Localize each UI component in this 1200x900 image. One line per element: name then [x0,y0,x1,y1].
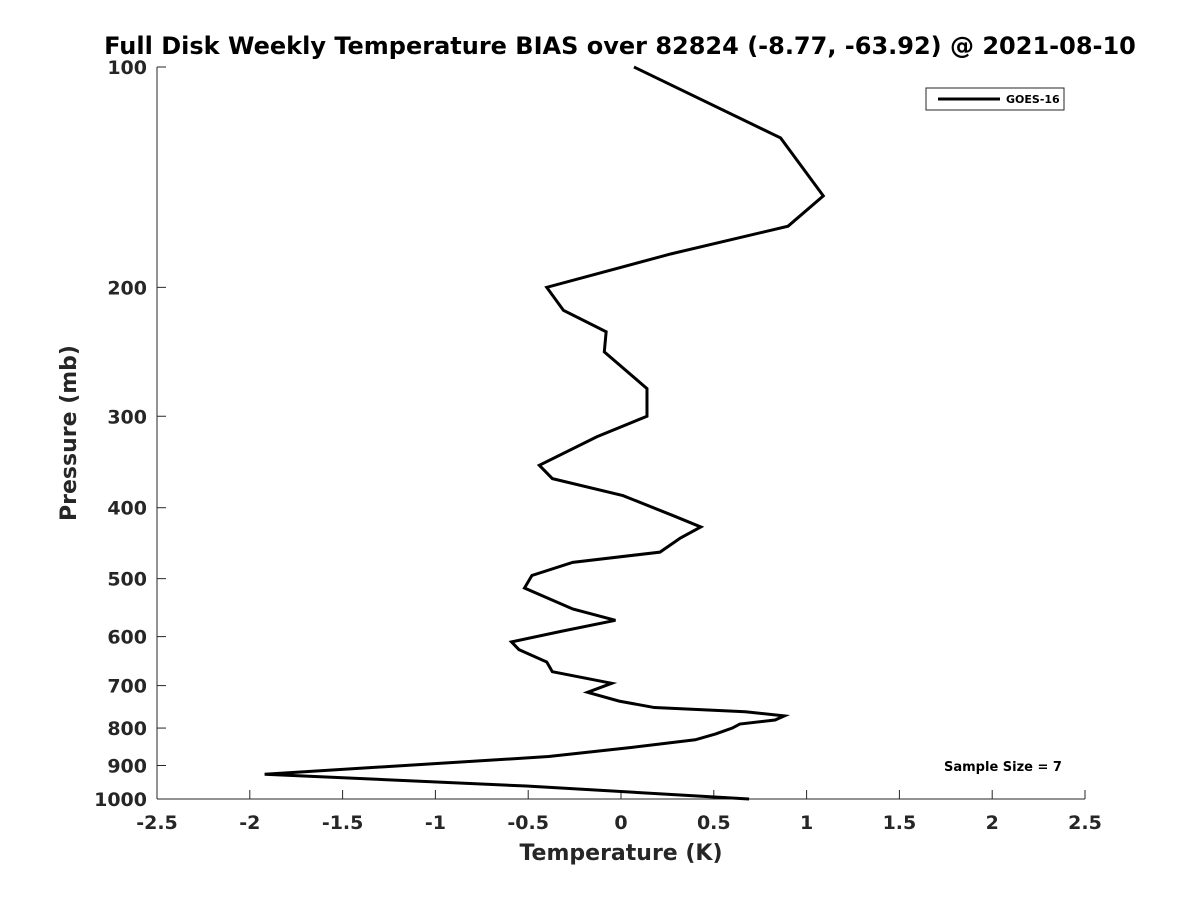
y-tick-label: 400 [107,498,147,520]
y-tick-label: 700 [107,676,147,698]
plot-background [157,67,1085,799]
y-tick-label: 1000 [94,789,147,811]
x-tick-label: -0.5 [507,812,549,834]
y-tick-label: 200 [107,277,147,299]
x-tick-label: 2.5 [1068,812,1102,834]
series-group [264,65,826,801]
x-tick-label: 0 [614,812,627,834]
y-tick-label: 300 [107,406,147,428]
legend-label-goes-16: GOES-16 [1006,93,1060,106]
series-line-goes-16 [264,65,826,801]
x-tick-label: -1.5 [322,812,364,834]
x-tick-label: -2.5 [136,812,178,834]
x-tick-label: 0.5 [697,812,731,834]
chart-title: Full Disk Weekly Temperature BIAS over 8… [104,32,1136,60]
x-tick-label: -1 [425,812,446,834]
x-tick-label: 2 [986,812,999,834]
y-axis-ticks: 100 200 300 400 500 600 700 800 900 1000 [94,57,166,811]
x-tick-label: 1 [800,812,813,834]
y-axis-label: Pressure (mb) [57,345,82,521]
y-tick-label: 100 [107,57,147,79]
plot-area [156,67,1085,800]
y-tick-label: 600 [107,627,147,649]
x-tick-label: 1.5 [883,812,917,834]
x-axis-label: Temperature (K) [519,841,722,866]
legend: GOES-16 [925,87,1065,111]
x-tick-label: -2 [239,812,260,834]
sample-size-annotation: Sample Size = 7 [944,760,1062,775]
x-axis-ticks: -2.5 -2 -1.5 -1 -0.5 0 0.5 1 1.5 2 2.5 [136,790,1102,834]
y-tick-label: 500 [107,569,147,591]
y-tick-label: 900 [107,756,147,778]
y-tick-label: 800 [107,718,147,740]
